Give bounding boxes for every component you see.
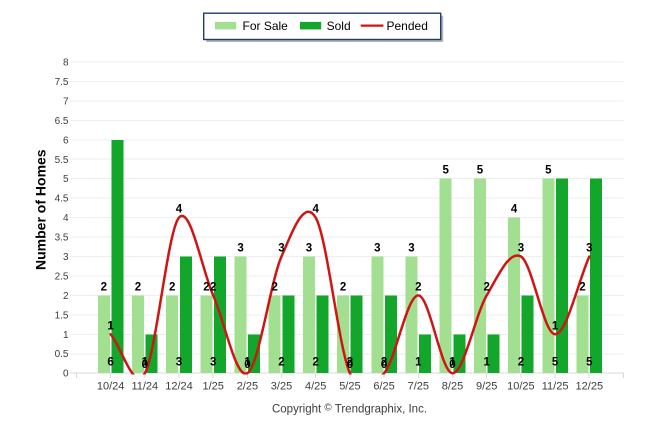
svg-text:2: 2 xyxy=(415,281,421,293)
svg-text:6: 6 xyxy=(107,357,113,369)
svg-text:6: 6 xyxy=(63,135,69,146)
svg-text:7: 7 xyxy=(63,96,69,107)
svg-text:10/24: 10/24 xyxy=(97,380,125,392)
svg-text:10/25: 10/25 xyxy=(507,380,535,392)
svg-text:1: 1 xyxy=(142,357,149,369)
svg-text:1: 1 xyxy=(552,320,559,332)
svg-text:5: 5 xyxy=(586,357,593,369)
svg-text:3: 3 xyxy=(237,243,243,255)
svg-text:7.5: 7.5 xyxy=(55,77,69,88)
svg-text:3: 3 xyxy=(374,243,380,255)
svg-text:2: 2 xyxy=(340,281,346,293)
svg-text:0: 0 xyxy=(244,359,250,371)
svg-text:4: 4 xyxy=(312,204,319,216)
svg-text:3: 3 xyxy=(586,243,592,255)
svg-text:4: 4 xyxy=(511,204,518,216)
svg-text:5: 5 xyxy=(442,165,449,177)
svg-text:2: 2 xyxy=(203,281,209,293)
svg-text:1: 1 xyxy=(415,357,422,369)
svg-text:11/24: 11/24 xyxy=(131,380,158,392)
svg-text:8/25: 8/25 xyxy=(442,380,463,392)
svg-text:3/25: 3/25 xyxy=(271,380,292,392)
svg-text:6/25: 6/25 xyxy=(373,380,394,392)
svg-text:9/25: 9/25 xyxy=(476,380,497,392)
svg-text:3: 3 xyxy=(210,357,216,369)
svg-text:0: 0 xyxy=(347,359,353,371)
svg-text:11/25: 11/25 xyxy=(542,380,569,392)
svg-text:0.5: 0.5 xyxy=(55,349,69,360)
svg-text:3: 3 xyxy=(306,243,312,255)
svg-text:3: 3 xyxy=(518,243,524,255)
svg-text:Copyright © Trendgraphix, Inc.: Copyright © Trendgraphix, Inc. xyxy=(272,403,427,416)
svg-text:2: 2 xyxy=(312,357,318,369)
svg-text:5: 5 xyxy=(477,165,484,177)
svg-text:0: 0 xyxy=(63,369,69,380)
svg-text:4: 4 xyxy=(176,204,183,216)
svg-text:4/25: 4/25 xyxy=(305,380,326,392)
svg-text:5.5: 5.5 xyxy=(55,155,69,166)
svg-text:2: 2 xyxy=(278,357,284,369)
svg-text:6.5: 6.5 xyxy=(55,116,69,127)
svg-text:0: 0 xyxy=(449,359,455,371)
svg-text:2: 2 xyxy=(169,281,175,293)
svg-text:5: 5 xyxy=(545,165,552,177)
svg-text:2.5: 2.5 xyxy=(55,271,69,282)
svg-text:3: 3 xyxy=(63,252,69,263)
svg-text:7/25: 7/25 xyxy=(408,380,429,392)
svg-text:12/24: 12/24 xyxy=(165,380,193,392)
svg-text:0: 0 xyxy=(381,359,387,371)
svg-text:4.5: 4.5 xyxy=(55,194,69,205)
svg-text:12/25: 12/25 xyxy=(576,380,604,392)
svg-text:For Sale: For Sale xyxy=(243,19,289,33)
svg-text:Sold: Sold xyxy=(327,19,351,33)
svg-text:1: 1 xyxy=(483,357,490,369)
svg-text:4: 4 xyxy=(63,213,69,224)
svg-text:3: 3 xyxy=(408,243,414,255)
svg-text:2/25: 2/25 xyxy=(237,380,258,392)
svg-text:Number of Homes: Number of Homes xyxy=(33,149,49,270)
svg-text:Pended: Pended xyxy=(387,19,428,33)
svg-text:5/25: 5/25 xyxy=(339,380,360,392)
svg-text:2: 2 xyxy=(210,281,216,293)
svg-text:2: 2 xyxy=(271,281,277,293)
svg-text:3: 3 xyxy=(176,357,182,369)
svg-text:2: 2 xyxy=(483,281,489,293)
svg-text:5: 5 xyxy=(552,357,559,369)
svg-text:1: 1 xyxy=(63,330,69,341)
svg-text:1: 1 xyxy=(107,320,114,332)
svg-text:2: 2 xyxy=(381,357,387,369)
svg-text:1.5: 1.5 xyxy=(55,310,69,321)
svg-text:8: 8 xyxy=(63,58,69,69)
svg-text:3.5: 3.5 xyxy=(55,233,69,244)
svg-text:1: 1 xyxy=(449,357,456,369)
svg-text:5: 5 xyxy=(63,174,69,185)
svg-text:3: 3 xyxy=(278,243,284,255)
svg-text:2: 2 xyxy=(347,357,353,369)
svg-text:0: 0 xyxy=(142,359,148,371)
svg-text:2: 2 xyxy=(518,357,524,369)
svg-text:2: 2 xyxy=(135,281,141,293)
svg-text:2: 2 xyxy=(63,291,69,302)
svg-text:1: 1 xyxy=(244,357,251,369)
svg-text:1/25: 1/25 xyxy=(202,380,223,392)
svg-text:2: 2 xyxy=(101,281,107,293)
svg-text:2: 2 xyxy=(579,281,585,293)
